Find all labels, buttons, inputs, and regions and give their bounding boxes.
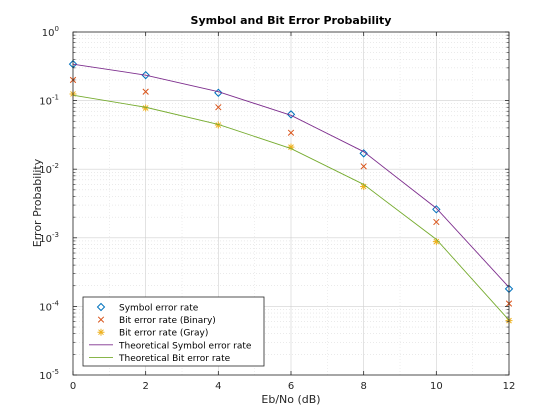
data-point-0-5: [432, 205, 441, 214]
data-point-2-4: [360, 182, 368, 190]
data-point-0-1: [141, 70, 150, 80]
data-point-1-5: [433, 218, 440, 226]
data-point-1-2: [215, 104, 222, 111]
y-tick-label: 10-5: [39, 368, 59, 382]
legend-marker-0: [96, 302, 106, 312]
legend-entry-2: Bit error rate (Gray): [119, 329, 208, 339]
legend-entry-4: Theoretical Bit error rate: [118, 354, 231, 364]
data-point-0-3: [286, 110, 296, 119]
y-axis-label: Error Probability: [31, 158, 44, 247]
x-tick-label: 12: [503, 381, 516, 392]
legend-box: [82, 296, 265, 367]
x-tick-label: 6: [288, 381, 294, 392]
y-tick-label: 100: [42, 25, 59, 39]
data-point-2-1: [142, 104, 150, 112]
data-point-2-3: [287, 143, 295, 151]
x-tick-label: 8: [360, 381, 366, 392]
data-point-0-2: [214, 88, 223, 97]
x-tick-label: 2: [142, 381, 148, 392]
data-point-2-5: [432, 238, 440, 246]
plot-series: [68, 59, 514, 325]
legend: Symbol error rate Bit error rate (Binary)…: [82, 296, 265, 367]
series-line-4: [72, 94, 510, 321]
series-line-3: [72, 63, 510, 288]
data-point-1-4: [360, 163, 367, 170]
y-tick-label: 10-4: [39, 299, 59, 313]
y-tick-label: 10-1: [39, 94, 59, 108]
legend-marker-2: [97, 328, 105, 336]
chart-title: Symbol and Bit Error Probability: [191, 14, 392, 27]
legend-entry-1: Bit error rate (Binary): [119, 316, 216, 326]
legend-marker-1: [97, 316, 105, 323]
data-point-1-3: [287, 129, 295, 136]
legend-entry-0: Symbol error rate: [119, 304, 199, 314]
data-point-2-2: [214, 121, 222, 129]
x-tick-label: 10: [430, 381, 443, 392]
x-axis-label: Eb/No (dB): [261, 393, 320, 406]
data-point-0-4: [359, 149, 368, 158]
data-point-1-1: [142, 88, 149, 95]
legend-entry-3: Theoretical Symbol error rate: [118, 341, 252, 351]
x-tick-label: 4: [215, 381, 221, 392]
x-tick-label: 0: [70, 381, 76, 392]
